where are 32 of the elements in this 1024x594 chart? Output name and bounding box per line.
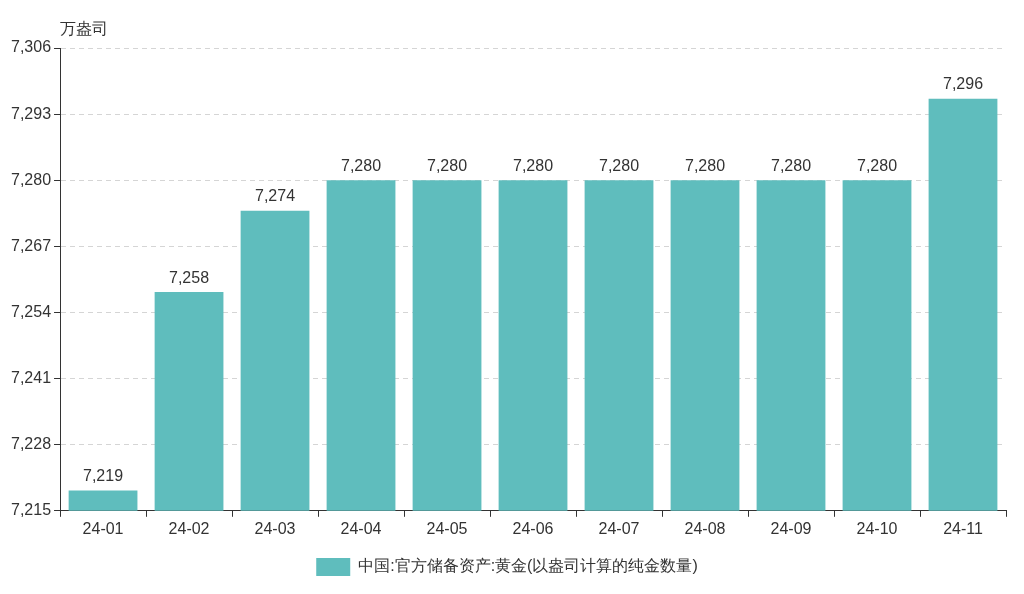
data-label: 7,280 <box>684 156 726 174</box>
data-label: 7,280 <box>513 156 554 174</box>
data-label: 7,280 <box>341 156 382 174</box>
x-tick-label: 24-01 <box>82 519 124 537</box>
data-label: 7,219 <box>83 466 124 484</box>
data-label: 7,280 <box>856 156 898 174</box>
y-tick-label: 7,306 <box>10 38 52 56</box>
x-tick-label: 24-11 <box>943 519 983 537</box>
x-tick-label: 24-05 <box>426 519 468 537</box>
legend-label: 中国:官方储备资产:黄金(以盎司计算的纯金数量) <box>358 557 698 575</box>
data-label: 7,280 <box>770 156 812 174</box>
y-tick-label: 7,228 <box>10 435 52 453</box>
data-label: 7,258 <box>169 268 210 286</box>
x-tick-label: 24-07 <box>598 519 640 537</box>
x-tick-label: 24-06 <box>512 519 554 537</box>
data-label: 7,296 <box>942 75 984 93</box>
y-tick-label: 7,267 <box>10 236 52 254</box>
x-tick-label: 24-09 <box>770 519 812 537</box>
y-tick-label: 7,215 <box>10 501 52 519</box>
x-tick-label: 24-02 <box>168 519 210 537</box>
x-tick-label: 24-10 <box>856 519 898 537</box>
x-tick-label: 24-03 <box>254 519 296 537</box>
y-tick-label: 7,280 <box>10 170 52 188</box>
y-tick-label: 7,241 <box>10 368 52 386</box>
data-label: 7,280 <box>427 156 468 174</box>
data-label: 7,274 <box>255 187 296 205</box>
y-tick-label: 7,293 <box>10 104 52 122</box>
x-tick-label: 24-04 <box>340 519 382 537</box>
y-axis-title: 万盎司 <box>60 20 108 38</box>
data-label: 7,280 <box>598 156 640 174</box>
x-tick-label: 24-08 <box>684 519 726 537</box>
y-tick-label: 7,254 <box>10 302 52 320</box>
